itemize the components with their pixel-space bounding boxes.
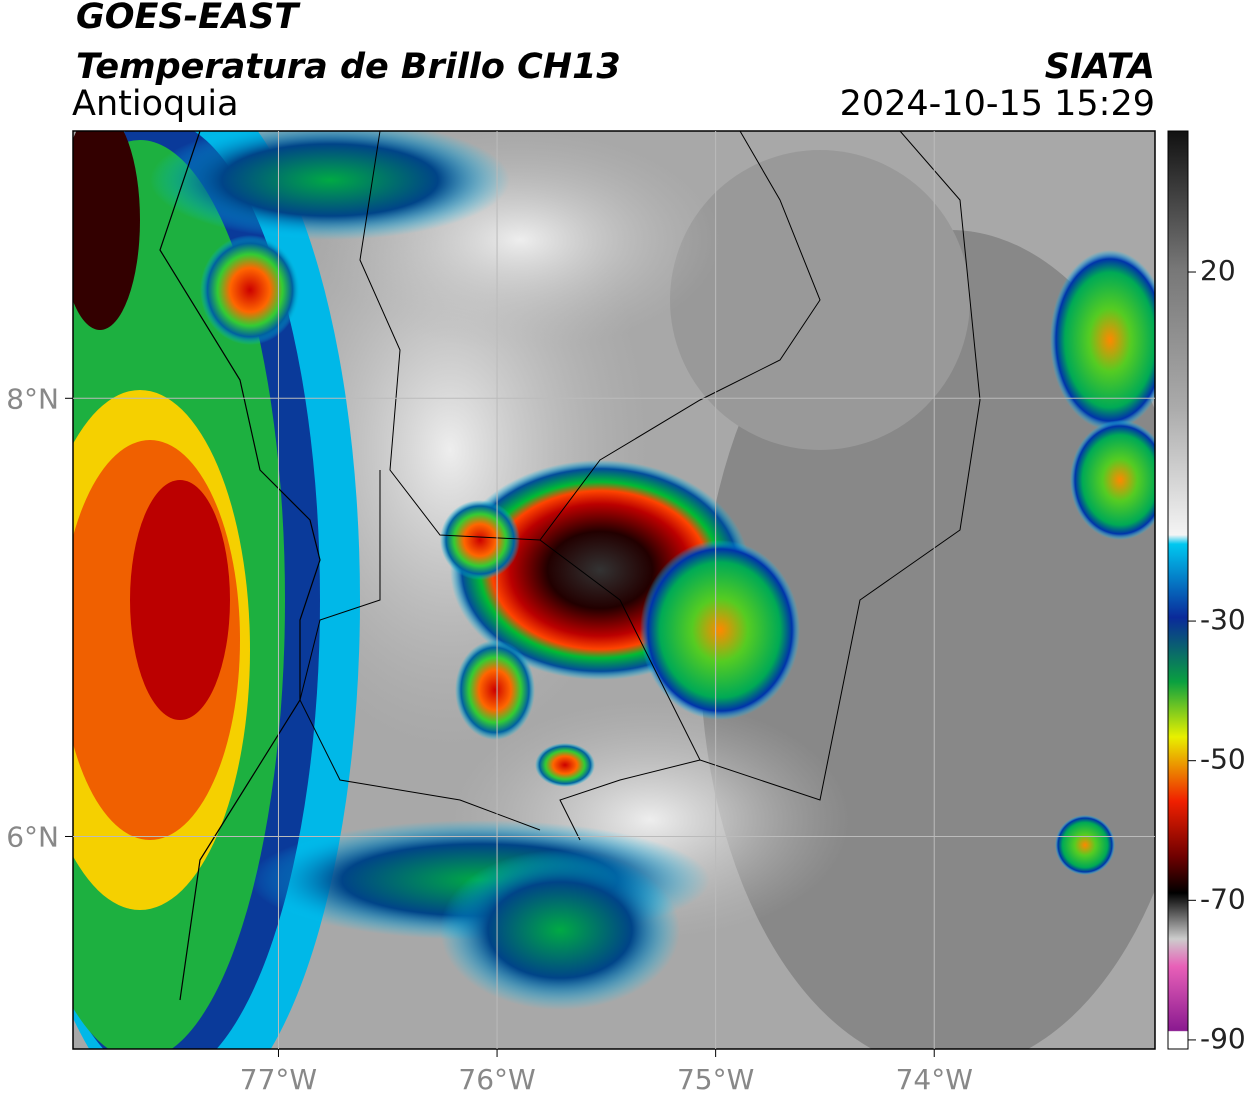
colorbar-label: -50 [1200, 743, 1246, 776]
colorbar-label: -70 [1200, 882, 1246, 915]
datetime: 2024-10-15 15:29 [840, 84, 1155, 124]
colorbar-label: -90 [1200, 1022, 1246, 1055]
lon-label: 75°W [677, 1063, 754, 1096]
source: SIATA [1045, 47, 1155, 87]
subtitle: Temperatura de Brillo CH13 [76, 47, 621, 87]
lon-label: 74°W [896, 1063, 973, 1096]
colorbar-label: 20 [1200, 254, 1236, 287]
colorbar [1167, 130, 1189, 1050]
lon-label: 76°W [458, 1063, 535, 1096]
map-frame [72, 130, 1156, 1050]
satellite-image [73, 131, 1155, 1049]
lon-label: 77°W [240, 1063, 317, 1096]
title: GOES-EAST [76, 0, 301, 37]
colorbar-label: -30 [1200, 603, 1246, 636]
lat-label: 8°N [6, 382, 59, 415]
lat-label: 6°N [6, 820, 59, 853]
region: Antioquia [72, 84, 239, 124]
